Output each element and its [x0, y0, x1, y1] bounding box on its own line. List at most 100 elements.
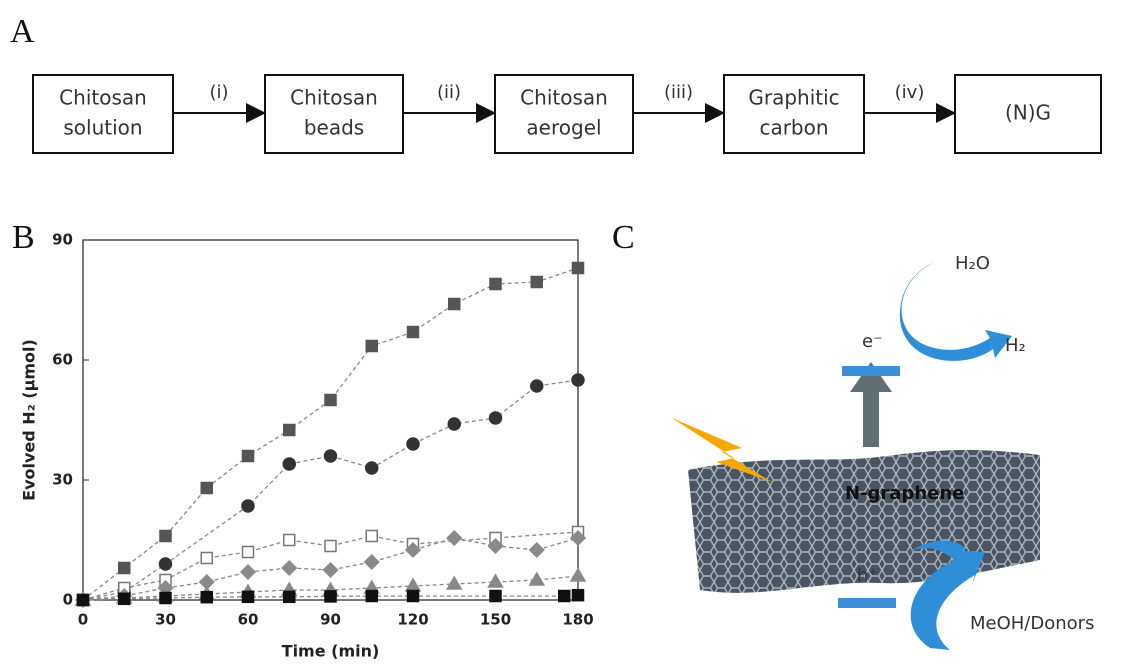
marker [283, 590, 296, 604]
series-line [82, 594, 579, 601]
arrow-label: (iii) [664, 82, 693, 103]
flow-box [494, 74, 634, 154]
y-axis-title: Evolved H₂ (μmol) [20, 339, 39, 501]
marker [530, 275, 543, 289]
panel-letter: B [12, 219, 35, 256]
y-tick-label: 0 [63, 591, 73, 609]
marker [76, 593, 90, 607]
box-label: Chitosan [290, 86, 378, 110]
marker [324, 590, 337, 603]
marker [404, 541, 422, 559]
flow-box [32, 74, 174, 154]
marker [241, 545, 255, 559]
x-tick-label: 60 [238, 611, 259, 629]
box-label: beads [304, 116, 364, 140]
x-tick-label: 150 [480, 611, 511, 629]
series-line [82, 531, 579, 601]
x-tick-label: 0 [78, 611, 88, 629]
marker [281, 559, 298, 577]
x-tick-label: 120 [397, 611, 428, 629]
curved-arrow [905, 540, 965, 560]
box-label: (N)G [1005, 101, 1051, 125]
box-label: solution [63, 116, 142, 140]
marker [489, 277, 502, 291]
marker [487, 573, 504, 588]
y-tick-label: 90 [52, 231, 73, 249]
marker [283, 533, 296, 547]
series-line [82, 379, 579, 601]
marker [406, 589, 420, 603]
marker [241, 499, 255, 513]
marker [239, 563, 257, 581]
marker [446, 529, 463, 547]
schematic: H₂O e⁻ H₂ N-graphene h⁺ MeOH/Donors [672, 253, 1094, 650]
box-label: Chitosan [520, 86, 608, 110]
label: MeOH/Donors [970, 613, 1094, 634]
x-axis-title: Time (min) [282, 642, 380, 661]
marker [365, 529, 378, 543]
label: h⁺ [857, 565, 878, 586]
marker [365, 339, 378, 353]
marker [530, 379, 544, 393]
marker [363, 553, 380, 571]
box-label: aerogel [526, 116, 601, 140]
y-tick-label: 30 [52, 471, 73, 489]
chart: 0 30 60 90 120 150 180 0 30 60 90 Time (min) Evolved… [20, 231, 594, 661]
marker [406, 437, 420, 451]
marker [365, 589, 378, 603]
marker [159, 591, 172, 605]
marker [528, 571, 546, 586]
marker [324, 393, 337, 407]
up-arrow [850, 362, 892, 447]
marker [571, 261, 585, 275]
arrow-label: (iv) [895, 82, 925, 103]
label: N-graphene [845, 483, 964, 504]
marker [323, 449, 338, 463]
flow-box [954, 74, 1102, 154]
light-bolt [672, 418, 772, 482]
energy-level [842, 366, 900, 376]
curved-arrow [910, 550, 985, 650]
x-tick-label: 180 [562, 611, 593, 629]
marker [158, 557, 173, 571]
marker [241, 449, 255, 463]
label: H₂O [955, 253, 990, 274]
box-label: Graphitic [748, 86, 839, 110]
marker [322, 561, 339, 579]
x-tick-label: 90 [320, 611, 341, 629]
marker [489, 589, 502, 603]
marker [569, 529, 587, 547]
panel-letter: A [10, 13, 35, 50]
marker [159, 529, 172, 543]
marker [448, 297, 461, 311]
marker [118, 592, 131, 606]
marker [241, 590, 255, 604]
label: H₂ [1005, 335, 1026, 356]
marker [569, 567, 587, 582]
y-tick-label: 60 [52, 351, 73, 369]
box-label: Chitosan [59, 86, 147, 110]
flow-diagram: Chitosan solution Chitosan beads Chitosan aer… [32, 74, 1102, 154]
marker [445, 575, 463, 590]
marker [200, 590, 213, 604]
marker [365, 461, 379, 475]
marker [118, 561, 131, 575]
energy-level [838, 598, 896, 608]
label: e⁻ [862, 331, 883, 352]
x-tick-label: 30 [155, 611, 176, 629]
marker [571, 373, 585, 387]
marker [200, 551, 213, 565]
marker [571, 588, 585, 602]
marker [447, 417, 461, 431]
marker [200, 481, 213, 495]
panel-letter: C [612, 219, 635, 256]
marker [488, 411, 503, 425]
marker [282, 457, 296, 471]
marker [324, 539, 337, 553]
marker [406, 325, 420, 339]
box-label: carbon [759, 116, 828, 140]
arrow-label: (ii) [437, 82, 461, 103]
arrow-label: (i) [209, 82, 228, 103]
marker [283, 423, 296, 437]
